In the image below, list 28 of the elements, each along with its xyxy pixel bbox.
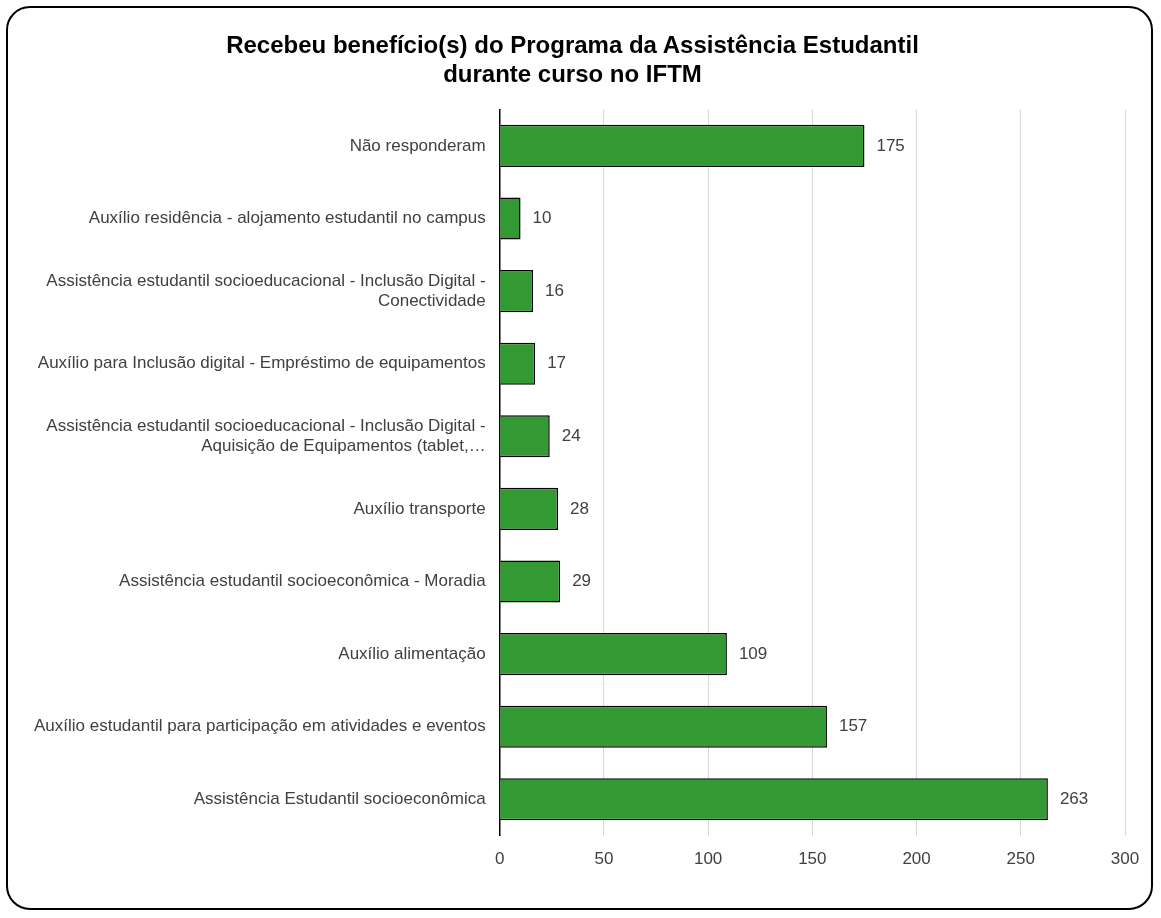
y-tick-label: Auxílio para Inclusão digital - Empréstimo de equipamentos [37,353,486,373]
y-tick-label: Assistência estudantil socioeducacional - Inclusão Digital - Conectividade [46,270,486,310]
x-tick-label: 150 [798,849,827,869]
y-tick-label: Assistência estudantil socioeducacional - Inclusão Digital - Aquisição de Equipamentos (tablet,… [46,415,486,456]
y-tick-label: Auxílio residência - alojamento estudantil no campus [88,208,486,228]
data-label: 109 [738,643,768,663]
data-label: 29 [572,571,592,591]
data-label: 17 [547,353,567,373]
data-label: 24 [561,425,581,445]
x-tick-label: 0 [494,849,505,869]
data-label: 28 [570,498,589,518]
data-label: 10 [532,208,552,228]
x-tick-label: 50 [594,849,614,869]
x-tick-label: 300 [1110,849,1140,869]
y-tick-label: Auxílio transporte [353,498,486,518]
y-tick-label: Assistência estudantil socioeconômica - Moradia [119,571,487,591]
data-label: 175 [876,135,905,155]
x-tick-label: 100 [693,849,723,869]
x-tick-label: 200 [902,849,931,869]
chart-title: Recebeu benefício(s) do Programa da Assistência Estudantil durante curso no IFTM [226,31,919,87]
y-tick-label: Não responderam [349,135,486,155]
y-tick-label: Assistência Estudantil socioeconômica [193,788,487,808]
y-tick-label: Auxílio estudantil para participação em atividades e eventos [33,716,486,736]
data-label: 16 [545,280,564,300]
y-tick-label: Auxílio alimentação [338,643,486,663]
data-label: 263 [1059,788,1089,808]
data-label: 157 [838,716,868,736]
x-tick-label: 250 [1006,849,1035,869]
